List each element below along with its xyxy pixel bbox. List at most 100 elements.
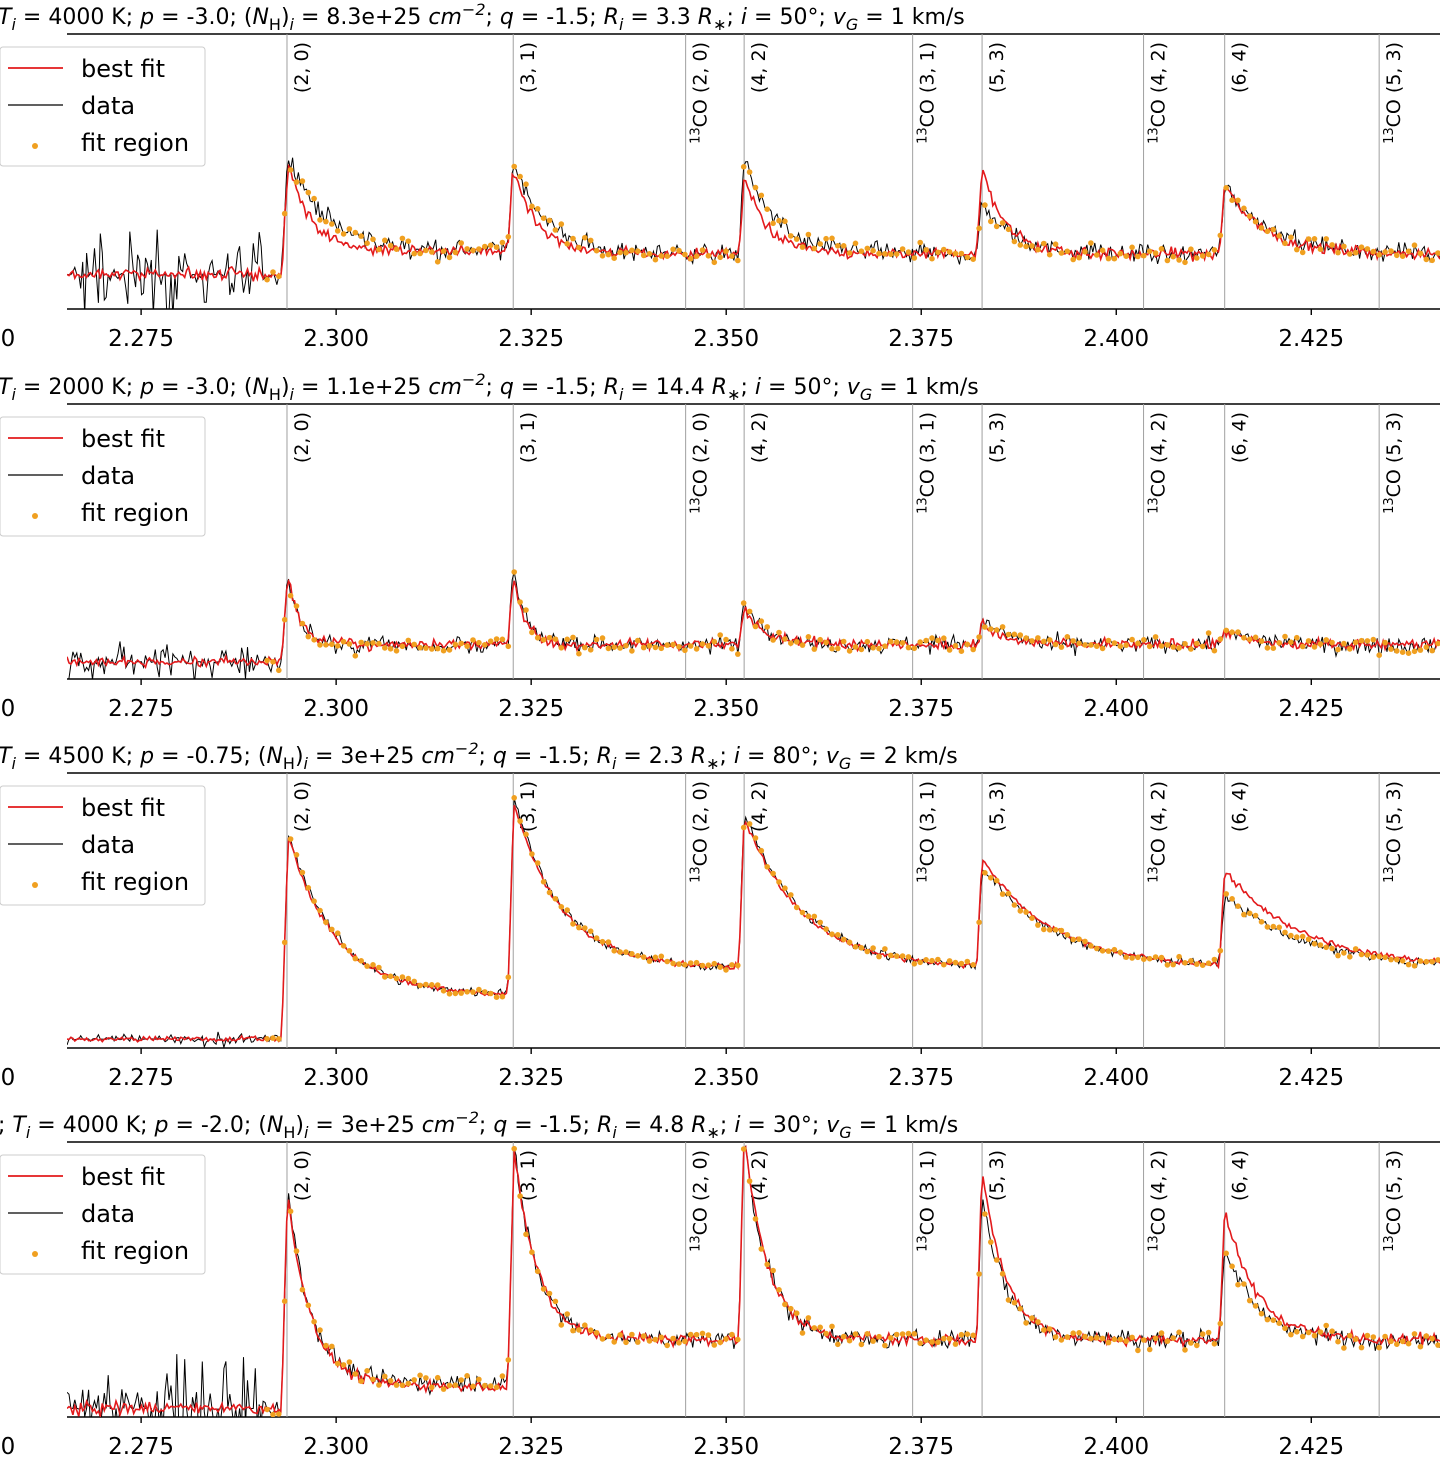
fit-region-point — [582, 644, 588, 651]
fit-region-point — [870, 645, 876, 651]
legend-swatch-dot — [32, 1251, 38, 1257]
fit-region-point — [1223, 891, 1229, 897]
fit-region-point — [440, 647, 447, 654]
fit-region-point — [1041, 926, 1047, 933]
fit-region-point — [1388, 1338, 1394, 1345]
panel-title-part: G — [860, 385, 872, 404]
fit-region-point — [1347, 1332, 1353, 1339]
fit-region-point — [1117, 250, 1124, 257]
fit-region-point — [923, 247, 929, 253]
fit-region-point — [593, 636, 600, 643]
panel-title-part: = 3e+25 — [308, 1113, 421, 1138]
fit-region-point — [1299, 643, 1306, 650]
fit-region-point — [1352, 249, 1359, 256]
panel-title-part: = 4000 K; — [16, 5, 140, 30]
fit-region-point — [1217, 636, 1224, 642]
fit-region-point — [788, 1305, 794, 1312]
fit-region-point — [840, 936, 847, 943]
fit-region-point — [440, 1386, 447, 1392]
fit-region-point — [458, 640, 465, 647]
fit-region-point — [311, 1318, 317, 1325]
fit-region-point — [587, 928, 594, 934]
series-data-line — [67, 157, 1440, 309]
fit-region-point — [1158, 246, 1165, 252]
fit-region-point — [652, 644, 659, 651]
marker-label-text: CO (5, 3) — [1383, 1150, 1405, 1235]
fit-region-point — [1129, 244, 1135, 251]
fit-region-point — [1311, 236, 1318, 242]
panel-title: Ti = 4500 K; p = -0.75; (NH)i = 3e+25 cm… — [0, 739, 958, 773]
fit-region-point — [835, 645, 841, 652]
fit-region-point — [446, 991, 453, 997]
panel-title-part: i — [11, 385, 16, 404]
legend-label: best fit — [81, 794, 165, 822]
fit-region-point — [552, 227, 559, 233]
x-tick-label: 2.375 — [888, 1065, 954, 1091]
fit-region-point — [440, 248, 447, 254]
fit-region-point — [923, 1337, 929, 1343]
fit-region-point — [281, 939, 288, 946]
fit-region-point — [1376, 1344, 1382, 1351]
fit-region-point — [1158, 954, 1165, 961]
fit-region-point — [1435, 640, 1440, 647]
fit-region-point — [1123, 642, 1129, 648]
panel-2: Ti = 2000 K; p = -3.0; (NH)i = 1.1e+25 c… — [0, 370, 1440, 722]
fit-region-point — [699, 247, 706, 253]
fit-region-point — [935, 637, 941, 644]
fit-region-point — [582, 925, 588, 931]
panel-title-part: v — [826, 744, 840, 769]
fit-region-point — [317, 907, 323, 914]
fit-region-point — [893, 251, 900, 257]
fit-region-point — [640, 954, 647, 960]
fit-region-point — [564, 907, 570, 913]
fit-region-point — [1323, 1322, 1329, 1329]
legend-label: fit region — [81, 499, 189, 527]
fit-region-point — [811, 646, 818, 652]
fit-region-point — [988, 875, 994, 881]
panel-title-part: ; — [479, 1113, 493, 1138]
fit-region-point — [417, 644, 423, 651]
panel-title-part: T — [12, 1113, 27, 1138]
fit-region-point — [517, 599, 523, 605]
fit-region-point — [640, 252, 647, 259]
fit-region-point — [964, 958, 971, 965]
fit-region-point — [1082, 1333, 1088, 1340]
x-tick-label: 2.350 — [693, 1065, 759, 1091]
fit-region-point — [464, 246, 470, 252]
fit-region-point — [464, 989, 470, 995]
fit-region-point — [1194, 640, 1200, 647]
fit-region-point — [1329, 639, 1335, 646]
fit-region-point — [1423, 644, 1430, 650]
fit-region-point — [705, 253, 712, 259]
fit-region-point — [999, 891, 1006, 897]
fit-region-point — [729, 253, 735, 259]
fit-region-point — [1329, 1328, 1335, 1334]
fit-region-point — [1335, 646, 1341, 653]
fit-region-point — [823, 235, 829, 242]
fit-region-point — [976, 225, 982, 232]
fit-region-point — [387, 646, 394, 652]
fit-region-point — [905, 644, 912, 651]
fit-region-point — [1164, 642, 1171, 648]
plot-area — [67, 157, 1440, 309]
fit-region-point — [323, 919, 329, 925]
fit-region-point — [1323, 236, 1329, 242]
fit-region-point — [1152, 634, 1159, 640]
fit-region-point — [882, 251, 888, 257]
fit-region-point — [464, 643, 470, 649]
fit-region-point — [723, 967, 729, 973]
fit-region-point — [346, 226, 353, 232]
fit-region-point — [764, 206, 770, 212]
panel-title-part: i — [11, 15, 16, 34]
fit-region-point — [1146, 955, 1153, 962]
fit-region-point — [305, 633, 312, 640]
fit-region-point — [1246, 213, 1253, 219]
fit-region-point — [1105, 637, 1112, 644]
fit-region-point — [1023, 909, 1029, 915]
fit-region-point — [658, 253, 665, 259]
fit-region-point — [682, 251, 688, 258]
fit-region-point — [1299, 1333, 1306, 1340]
panel-title-part: = 14.4 — [623, 375, 711, 400]
fit-region-point — [511, 795, 517, 801]
fit-region-point — [846, 648, 853, 654]
